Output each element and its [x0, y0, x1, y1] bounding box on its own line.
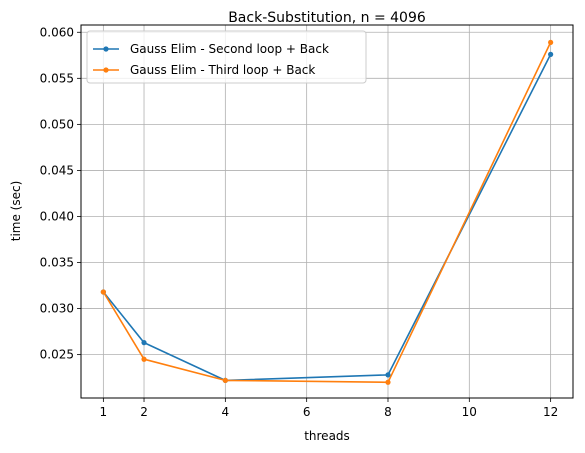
series-2-point — [141, 356, 147, 362]
x-tick-label: 2 — [140, 405, 148, 419]
y-axis-label: time (sec) — [9, 181, 23, 242]
series-2-point — [222, 377, 228, 384]
series-1-point — [548, 51, 554, 57]
y-tick-label: 0.060 — [40, 25, 74, 39]
series-1-point — [141, 340, 147, 346]
legend: Gauss Elim - Second loop + Back Gauss Eli… — [86, 30, 367, 84]
x-tick-label: 6 — [303, 405, 311, 419]
legend-box — [86, 30, 367, 84]
series-2-point — [385, 379, 391, 385]
x-tick-label: 10 — [462, 405, 477, 419]
series-lines — [100, 39, 554, 385]
series-1-point — [385, 372, 391, 378]
y-tick-label: 0.035 — [40, 256, 74, 270]
y-tick-label: 0.045 — [40, 163, 74, 177]
legend-label-2: Gauss Elim - Third loop + Back — [130, 63, 315, 77]
legend-label-1: Gauss Elim - Second loop + Back — [130, 42, 329, 56]
plot-frame — [80, 24, 574, 399]
x-tick-label: 4 — [222, 405, 230, 419]
series-2-point — [100, 289, 106, 295]
series-2-point — [548, 39, 554, 46]
x-axis-label: threads — [304, 429, 350, 443]
series-line-2 — [102, 42, 552, 384]
chart-title: Back-Substitution, n = 4096 — [228, 10, 426, 26]
x-tick-label: 1 — [100, 405, 108, 419]
y-tick-label: 0.050 — [40, 117, 74, 131]
axis-ticks: 1 2 4 6 8 10 120.0250.0300.0350.0400.0450.0500… — [40, 25, 559, 419]
y-tick-label: 0.055 — [40, 71, 74, 85]
legend-marker-2 — [103, 67, 109, 73]
series-line-1 — [102, 54, 552, 382]
y-tick-label: 0.030 — [40, 302, 74, 316]
legend-marker-1 — [103, 46, 109, 52]
x-tick-label: 12 — [543, 405, 558, 419]
y-tick-label: 0.040 — [40, 209, 74, 223]
y-tick-label: 0.025 — [40, 348, 74, 362]
x-tick-label: 8 — [384, 405, 392, 419]
